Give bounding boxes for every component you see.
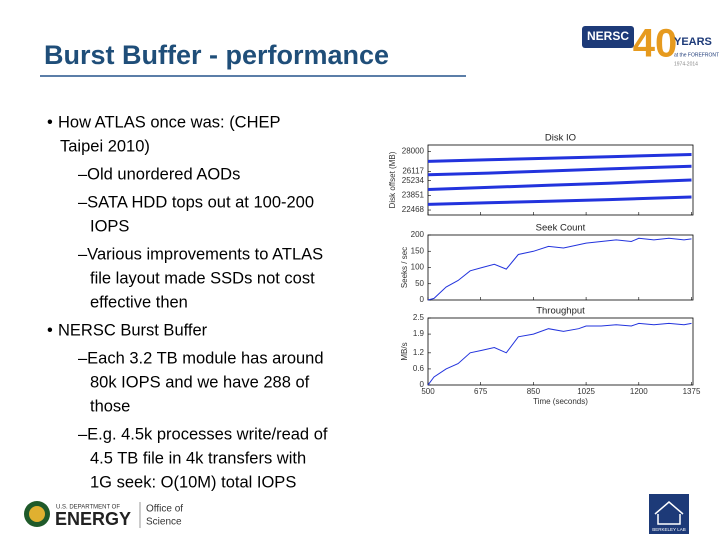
lab-icon (654, 501, 684, 525)
doe-seal-inner (29, 506, 45, 522)
logo-box (582, 26, 634, 48)
data-line (427, 322, 692, 386)
y-tick-label: 0 (420, 380, 425, 389)
science-label: Science (146, 517, 182, 528)
slide-title: Burst Buffer - performance (44, 40, 389, 70)
y-tick-label: 22468 (402, 205, 425, 214)
office-label: Office of (146, 504, 183, 515)
x-tick-label: 1200 (630, 387, 648, 396)
bullet-line: 80k IOPS and we have 288 of (90, 373, 310, 391)
doe-label: U.S. DEPARTMENT OF (56, 505, 120, 511)
bullet-line: IOPS (90, 217, 129, 235)
bullet-line: –Each 3.2 TB module has around (78, 349, 324, 367)
y-tick-label: 26117 (402, 166, 424, 175)
bullet-line: –Various improvements to ATLAS (78, 245, 323, 263)
y-tick-label: 1.2 (413, 348, 425, 357)
bullet-line: file layout made SSDs not cost (90, 269, 315, 287)
y-tick-label: 2.5 (413, 313, 425, 322)
bullet-line: –Old unordered AODs (78, 165, 240, 183)
x-tick-label: 1025 (577, 387, 595, 396)
logo-number: 40 (633, 22, 678, 66)
x-tick-label: 675 (474, 387, 488, 396)
y-axis-label: MB/s (400, 342, 409, 360)
x-tick-label: 850 (527, 387, 541, 396)
x-tick-label: 500 (421, 387, 435, 396)
y-tick-label: 100 (411, 263, 425, 272)
x-axis-label: Time (seconds) (533, 397, 588, 406)
bullet-dot: • (47, 113, 53, 131)
bullet-line: 1G seek: O(10M) total IOPS (90, 473, 296, 491)
bullet-line: 4.5 TB file in 4k transfers with (90, 449, 306, 467)
plot-frame (427, 234, 694, 301)
panel-title: Throughput (536, 306, 585, 317)
data-line (427, 178, 692, 191)
y-axis-label: Disk offset (MB) (388, 151, 397, 208)
berkeley-logo: BERKELEY LAB (649, 494, 689, 534)
y-tick-label: 1.9 (413, 329, 425, 338)
bullet-line: effective then (90, 293, 188, 311)
nersc-logo: NERSC 40 YEARS at the FOREFRONT 1974-201… (582, 22, 719, 67)
data-line (427, 153, 692, 163)
logo-span: 1974-2014 (674, 61, 698, 67)
doe-logo: U.S. DEPARTMENT OF ENERGY Office of Scie… (24, 501, 183, 529)
logo-name: NERSC (587, 29, 629, 43)
plot-frame (427, 317, 694, 386)
lab-label: BERKELEY LAB (652, 527, 685, 532)
energy-label: ENERGY (55, 509, 131, 529)
logo-years: YEARS (674, 36, 712, 48)
bullet-list: • How ATLAS once was: (CHEP Taipei 2010) –O… (47, 113, 328, 491)
bullet-dot: • (47, 321, 53, 339)
y-tick-label: 28000 (402, 146, 425, 155)
x-tick-label: 1375 (683, 387, 701, 396)
y-tick-label: 0.6 (413, 364, 425, 373)
y-tick-label: 50 (415, 279, 424, 288)
figure: Disk IO Disk offset (MB) 22468 23851 2523426… (388, 133, 701, 407)
logo-tagline: at the FOREFRONT (674, 52, 719, 58)
y-axis-label: Seeks / sec (400, 247, 409, 288)
bullet-line: –SATA HDD tops out at 100-200 (78, 193, 314, 211)
y-tick-label: 23851 (402, 190, 425, 199)
bullet-line: How ATLAS once was: (CHEP (58, 113, 281, 131)
bullet-line: those (90, 397, 130, 415)
bullet-line: –E.g. 4.5k processes write/read of (78, 425, 328, 443)
y-tick-label: 0 (420, 295, 425, 304)
panel-title: Seek Count (536, 223, 586, 234)
y-tick-label: 25234 (402, 176, 425, 185)
data-line (427, 195, 692, 206)
y-tick-label: 200 (411, 230, 425, 239)
data-line (427, 237, 692, 301)
data-line (427, 164, 692, 177)
y-tick-label: 150 (411, 246, 425, 255)
bullet-line: NERSC Burst Buffer (58, 321, 208, 339)
bullet-line: Taipei 2010) (60, 137, 150, 155)
panel-title: Disk IO (545, 133, 576, 144)
